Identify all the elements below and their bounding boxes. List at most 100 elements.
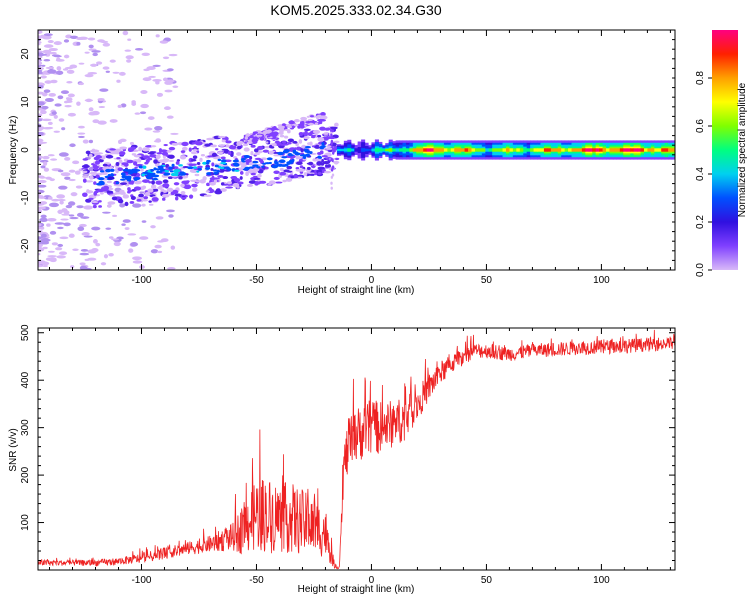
spectrogram-ridge-blob: [151, 180, 155, 185]
spectrogram-band-cell: [499, 148, 504, 152]
spectrogram-noise-blob: [39, 217, 49, 222]
spectrogram-ridge-blob: [268, 180, 276, 185]
spectrogram-noise-blob: [119, 138, 127, 143]
spectrogram-noise-blob: [77, 132, 86, 135]
spectrogram-core-blob: [268, 161, 272, 165]
spectrogram-noise-blob: [55, 70, 64, 75]
spectrogram-ridge-blob: [265, 141, 269, 144]
spectrogram-noise-blob: [68, 233, 75, 238]
spectrogram-band-cell: [436, 148, 442, 152]
spectrogram-band-cell: [630, 148, 635, 152]
spectrogram-core-blob: [128, 171, 134, 175]
spectrogram-noise-blob: [47, 40, 54, 44]
spectrogram-ridge-blob: [308, 161, 314, 166]
spectrogram-noise-blob: [84, 258, 90, 261]
spectrogram-band-cell: [505, 148, 511, 152]
spectrogram-ridge-blob: [225, 186, 234, 189]
spectrogram-ridge-blob: [273, 154, 281, 157]
spectrogram-noise-blob: [130, 242, 139, 247]
spectrogram-band-cell: [609, 148, 614, 152]
spectrogram-ridge-blob: [167, 176, 173, 180]
spectrogram-ridge-blob: [118, 159, 123, 164]
spectrogram-core-blob: [115, 181, 120, 185]
spectrogram-core-blob: [141, 173, 146, 177]
spectrogram-ridge-blob: [319, 126, 326, 131]
spectrogram-ridge-blob: [327, 164, 331, 168]
spectrogram-ridge-blob: [151, 197, 159, 202]
spectrogram-noise-blob: [38, 58, 41, 63]
spectrogram-core-blob: [292, 151, 299, 154]
spectrogram-noise-blob: [124, 227, 130, 230]
spectrogram-noise-blob: [81, 232, 90, 236]
spectrogram-noise-blob: [159, 40, 169, 44]
spectrogram-noise-blob: [57, 169, 64, 173]
snr-xlabel: Height of straight line (km): [298, 584, 415, 595]
spectrogram-ridge-blob: [150, 145, 157, 148]
spectrogram-x-tick-label: 0: [369, 275, 375, 286]
spectrogram-branch-blob: [284, 128, 291, 132]
spectrogram-ridge-blob: [119, 151, 126, 156]
spectrogram-y-tick-label: -20: [20, 238, 31, 253]
spectrogram-ridge-blob: [286, 170, 293, 173]
spectrogram-core-blob: [234, 169, 240, 172]
spectrogram-band-cell: [357, 148, 362, 152]
spectrogram-ridge-blob: [95, 152, 104, 155]
spectrogram-noise-blob: [155, 80, 160, 85]
spectrogram-noise-blob: [67, 93, 75, 98]
spectrogram-noise-blob: [40, 233, 47, 238]
spectrogram-noise-blob: [49, 258, 57, 263]
spectrogram-noise-blob: [170, 245, 176, 250]
spectrogram-noise-blob: [58, 118, 65, 122]
spectrogram-core-blob: [205, 161, 210, 165]
spectrogram-ridge-blob: [192, 149, 198, 152]
spectrogram-noise-blob: [111, 238, 120, 241]
spectrogram-ridge-blob: [166, 187, 174, 193]
spectrogram-ridge-blob: [127, 187, 131, 191]
spectrogram-noise-blob: [139, 236, 149, 240]
snr-y-tick-label: 200: [20, 466, 31, 483]
spectrogram-ridge-blob: [250, 144, 256, 148]
spectrogram-core-blob: [303, 148, 309, 152]
spectrogram-ridge-blob: [89, 175, 94, 180]
spectrogram-ridge-blob: [137, 158, 142, 163]
spectrogram-ridge-blob: [109, 148, 116, 151]
spectrogram-x-ticks: -100 -50 0 50 100: [48, 30, 671, 286]
spectrogram-y-tick-label: 10: [20, 96, 31, 108]
spectrogram-ridge-blob: [127, 190, 131, 194]
spectrogram-noise-blob: [47, 250, 55, 253]
spectrogram-core-blob: [153, 167, 157, 171]
spectrogram-noise-blob: [38, 264, 41, 268]
spectrogram-noise-blob: [56, 57, 61, 62]
spectrogram-ridge-blob: [307, 132, 313, 136]
spectrogram-noise-blob: [140, 90, 148, 95]
spectrogram-band-cell: [588, 148, 593, 152]
spectrogram-ridge-blob: [148, 181, 152, 184]
spectrogram-noise-blob: [38, 179, 47, 184]
spectrogram-band-cell: [354, 149, 359, 151]
spectrogram-noise-blob: [69, 143, 76, 148]
spectrogram-ridge-blob: [307, 142, 312, 145]
spectrogram-ridge-blob: [254, 181, 259, 186]
spectrogram-ridge-blob: [127, 147, 133, 152]
spectrogram-band-cell: [626, 148, 631, 152]
spectrogram-ridge-blob: [142, 155, 150, 159]
spectrogram-noise-blob: [72, 160, 80, 165]
spectrogram-noise-blob: [162, 77, 168, 82]
spectrogram-ridge-blob: [162, 155, 166, 159]
spectrogram-ylabel: Frequency (Hz): [8, 116, 19, 185]
spectrogram-core-blob: [179, 171, 185, 174]
spectrogram-band-cell: [585, 148, 590, 152]
spectrogram-branch-blob: [319, 115, 326, 119]
colorbar-tick-label: 0.4: [695, 167, 706, 181]
spectrogram-core-blob: [217, 158, 222, 162]
spectrogram-core-blob: [219, 166, 225, 170]
spectrogram-ridge-blob: [89, 171, 98, 175]
spectrogram-ridge-blob: [168, 146, 176, 151]
spectrogram-ridge-blob: [247, 169, 254, 174]
spectrogram-noise-blob: [57, 95, 64, 100]
spectrogram-noise-blob: [72, 248, 79, 252]
spectrogram-noise-blob: [44, 80, 53, 84]
spectrogram-noise-blob: [135, 47, 144, 51]
colorbar-tick-label: 0.8: [695, 71, 706, 85]
spectrogram-noise-blob: [74, 170, 81, 175]
